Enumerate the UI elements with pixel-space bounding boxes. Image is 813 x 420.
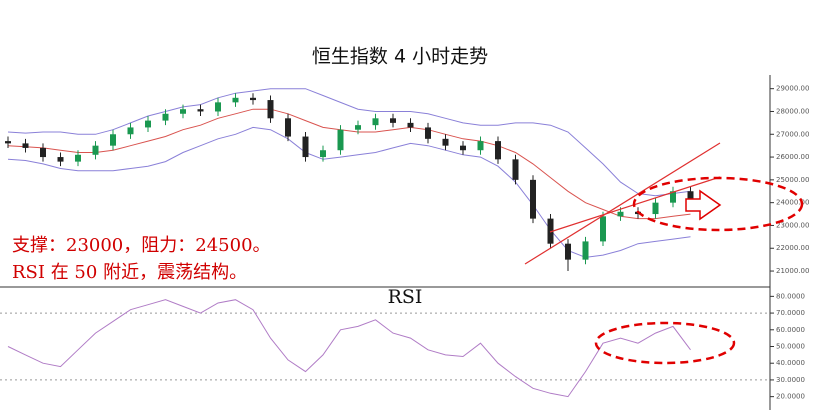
y-tick-label: 25000.00 bbox=[776, 176, 809, 184]
panel-title: RSI bbox=[388, 286, 423, 308]
y-tick-label: 27000.00 bbox=[776, 130, 809, 138]
candle-body bbox=[215, 102, 221, 112]
arrow bbox=[685, 189, 722, 221]
candle-body bbox=[652, 202, 659, 215]
candle-body bbox=[547, 218, 554, 244]
candle-body bbox=[600, 216, 606, 242]
candle-body bbox=[302, 136, 309, 158]
marks: 21000.00 22000.00 23000.00 24000.00 25000.00… bbox=[0, 85, 809, 401]
candle-body bbox=[565, 243, 571, 260]
y-tick-label: 26000.00 bbox=[776, 153, 809, 161]
candle-body bbox=[530, 179, 536, 219]
candle-body bbox=[197, 109, 204, 112]
candle-body bbox=[390, 118, 396, 123]
candle-body bbox=[75, 154, 81, 162]
candle-body bbox=[460, 145, 466, 151]
trend-line bbox=[524, 142, 721, 265]
highlight-ellipse bbox=[594, 321, 736, 365]
y-tick-label: 24000.00 bbox=[776, 199, 809, 207]
candle-body bbox=[442, 138, 449, 146]
y-tick-label: 28000.00 bbox=[776, 107, 809, 115]
y-tick-label: 40.0000 bbox=[776, 359, 805, 367]
candle-body bbox=[617, 211, 624, 217]
y-tick-label: 20.0000 bbox=[776, 393, 805, 401]
candle-body bbox=[407, 122, 414, 128]
y-tick-label: 23000.00 bbox=[776, 221, 809, 229]
annotation: 支撑：23000，阻力：24500。 bbox=[12, 235, 271, 256]
annotation: RSI 在 50 附近，震荡结构。 bbox=[12, 262, 247, 283]
candle-body bbox=[495, 141, 501, 160]
candle-body bbox=[320, 150, 326, 158]
y-tick-label: 30.0000 bbox=[776, 376, 805, 384]
y-tick-label: 80.0000 bbox=[776, 292, 805, 300]
candle-body bbox=[127, 127, 134, 135]
candle-body bbox=[40, 147, 46, 158]
candle-body bbox=[57, 157, 64, 162]
highlight-ellipse bbox=[632, 176, 804, 232]
candle-body bbox=[687, 191, 694, 201]
y-tick-label: 50.0000 bbox=[776, 343, 805, 351]
candle-body bbox=[180, 109, 186, 114]
candle-body bbox=[372, 118, 379, 126]
y-tick-label: 60.0000 bbox=[776, 326, 805, 334]
candle-body bbox=[162, 113, 169, 121]
y-tick-label: 29000.00 bbox=[776, 85, 809, 93]
y-tick-label: 70.0000 bbox=[776, 309, 805, 317]
candle-body bbox=[582, 241, 589, 260]
rsi-line bbox=[7, 299, 691, 398]
band-line bbox=[7, 126, 691, 258]
candle-body bbox=[285, 118, 291, 137]
candle-body bbox=[425, 127, 431, 139]
y-tick-label: 21000.00 bbox=[776, 267, 809, 275]
candle-body bbox=[267, 100, 274, 119]
candle-body bbox=[477, 141, 484, 151]
candle-body bbox=[110, 134, 116, 146]
candle-body bbox=[22, 143, 29, 148]
candle-body bbox=[337, 129, 344, 151]
band-line bbox=[7, 88, 691, 197]
candle-body bbox=[250, 97, 256, 101]
band-line bbox=[7, 108, 691, 220]
candle-body bbox=[232, 97, 239, 103]
candle-body bbox=[512, 159, 519, 180]
candle-body bbox=[92, 145, 99, 155]
candle-body bbox=[145, 120, 151, 128]
candle-body bbox=[670, 191, 676, 203]
candle-body bbox=[5, 141, 11, 144]
y-tick-label: 22000.00 bbox=[776, 244, 809, 252]
chart-title: 恒生指数 4 小时走势 bbox=[312, 46, 488, 68]
candle-body bbox=[355, 125, 361, 130]
